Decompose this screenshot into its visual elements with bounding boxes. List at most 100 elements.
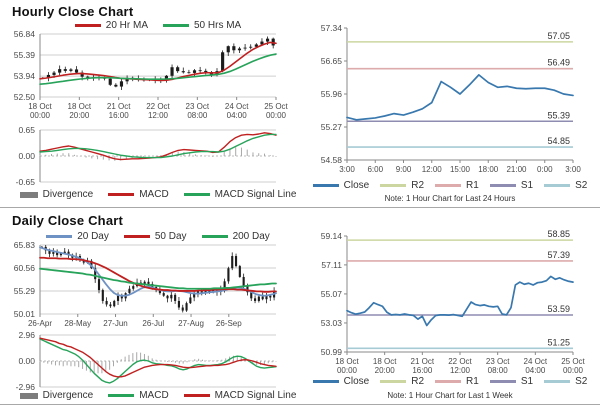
svg-text:27-Aug: 27-Aug bbox=[178, 319, 204, 328]
svg-text:50.01: 50.01 bbox=[14, 309, 36, 319]
svg-text:18 Oct: 18 Oct bbox=[335, 357, 359, 366]
svg-text:58.85: 58.85 bbox=[547, 229, 570, 239]
macd-signal-line-swatch-icon bbox=[183, 394, 210, 397]
svg-text:00:00: 00:00 bbox=[563, 366, 584, 375]
svg-text:24 Oct: 24 Oct bbox=[524, 357, 548, 366]
svg-text:57.39: 57.39 bbox=[547, 250, 570, 260]
20-day-swatch-icon bbox=[46, 235, 73, 238]
legend-label: Divergence bbox=[42, 390, 94, 401]
legend-item-50-hrs-ma: 50 Hrs MA bbox=[163, 20, 241, 31]
legend-item-macd-signal-line: MACD Signal Line bbox=[183, 189, 297, 200]
svg-text:04:00: 04:00 bbox=[525, 366, 546, 375]
svg-text:23 Oct: 23 Oct bbox=[186, 102, 210, 111]
legend-item-r1: R1 bbox=[435, 376, 479, 387]
svg-text:00:00: 00:00 bbox=[30, 111, 51, 120]
r2-swatch-icon bbox=[380, 184, 407, 187]
svg-text:3:00: 3:00 bbox=[565, 165, 581, 174]
legend-item-20-hr-ma: 20 Hr MA bbox=[74, 20, 148, 31]
svg-text:55.39: 55.39 bbox=[547, 110, 570, 120]
hourly-pivot-chart: 57.34 56.65 55.96 55.27 54.58 57.05 56.49 55.39… bbox=[321, 23, 582, 174]
svg-text:0:00: 0:00 bbox=[537, 165, 553, 174]
daily-macd-legend: Divergence MACD MACD Signal Line bbox=[19, 390, 296, 401]
svg-text:21 Oct: 21 Oct bbox=[411, 357, 435, 366]
200-day-swatch-icon bbox=[201, 235, 228, 238]
legend-label: S1 bbox=[520, 376, 534, 387]
legend-label: MACD Signal Line bbox=[214, 390, 297, 401]
legend-item-close: Close bbox=[312, 376, 370, 387]
svg-text:54.58: 54.58 bbox=[321, 155, 343, 165]
svg-text:53.59: 53.59 bbox=[547, 304, 570, 314]
legend-label: 200 Day bbox=[232, 231, 270, 242]
legend-item-r1: R1 bbox=[435, 180, 479, 191]
svg-text:56.65: 56.65 bbox=[321, 56, 343, 66]
svg-text:20:00: 20:00 bbox=[69, 111, 90, 120]
svg-text:0.00: 0.00 bbox=[18, 356, 35, 366]
legend-label: R2 bbox=[411, 376, 425, 387]
legend-item-divergence: Divergence bbox=[19, 189, 94, 200]
svg-text:55.27: 55.27 bbox=[321, 122, 343, 132]
r1-swatch-icon bbox=[435, 184, 462, 187]
legend-item-200-day: 200 Day bbox=[201, 231, 270, 242]
daily-section-title: Daily Close Chart bbox=[12, 213, 124, 228]
svg-text:24 Oct: 24 Oct bbox=[225, 102, 249, 111]
svg-text:54.85: 54.85 bbox=[547, 136, 570, 146]
svg-text:18 Oct: 18 Oct bbox=[68, 102, 92, 111]
svg-text:08:00: 08:00 bbox=[488, 366, 509, 375]
legend-item-s1: S1 bbox=[489, 376, 534, 387]
svg-text:26-Jul: 26-Jul bbox=[142, 319, 164, 328]
s1-swatch-icon bbox=[489, 380, 516, 383]
svg-text:57.11: 57.11 bbox=[321, 260, 342, 270]
svg-text:59.14: 59.14 bbox=[321, 231, 343, 241]
legend-item-divergence: Divergence bbox=[19, 390, 94, 401]
svg-text:21 Oct: 21 Oct bbox=[107, 102, 131, 111]
svg-text:-0.65: -0.65 bbox=[16, 177, 36, 187]
legend-label: 50 Hrs MA bbox=[194, 20, 242, 31]
daily-price-legend: 20 Day 50 Day 200 Day bbox=[30, 231, 286, 242]
legend-label: R1 bbox=[466, 180, 479, 191]
r1-swatch-icon bbox=[435, 380, 462, 383]
legend-item-r2: R2 bbox=[380, 376, 424, 387]
divergence-swatch-icon bbox=[19, 191, 38, 198]
legend-label: MACD Signal Line bbox=[214, 189, 297, 200]
svg-text:0.65: 0.65 bbox=[18, 126, 35, 135]
svg-text:53.94: 53.94 bbox=[14, 71, 36, 81]
legend-item-close: Close bbox=[312, 180, 369, 191]
daily-pivot-legend: Close R2 R1 S1 S2 bbox=[306, 376, 594, 387]
svg-text:25 Oct: 25 Oct bbox=[561, 357, 585, 366]
50-hrs-ma-swatch-icon bbox=[163, 24, 189, 27]
svg-text:22 Oct: 22 Oct bbox=[146, 102, 170, 111]
legend-item-macd: MACD bbox=[108, 390, 169, 401]
macd-swatch-icon bbox=[108, 193, 135, 196]
svg-text:2.96: 2.96 bbox=[18, 331, 35, 340]
svg-text:27-Jun: 27-Jun bbox=[103, 319, 127, 328]
svg-text:60.56: 60.56 bbox=[14, 263, 36, 273]
s1-swatch-icon bbox=[489, 184, 516, 187]
svg-text:0.00: 0.00 bbox=[18, 151, 35, 161]
legend-item-macd: MACD bbox=[108, 189, 169, 200]
legend-label: Close bbox=[343, 376, 370, 387]
svg-text:26-Apr: 26-Apr bbox=[28, 319, 52, 328]
svg-text:57.05: 57.05 bbox=[547, 31, 570, 41]
svg-text:22 Oct: 22 Oct bbox=[448, 357, 472, 366]
close-swatch-icon bbox=[312, 380, 339, 383]
svg-text:3:00: 3:00 bbox=[339, 165, 355, 174]
svg-text:18 Oct: 18 Oct bbox=[28, 102, 52, 111]
svg-text:23 Oct: 23 Oct bbox=[486, 357, 510, 366]
svg-text:25 Oct: 25 Oct bbox=[264, 102, 288, 111]
legend-item-50-day: 50 Day bbox=[123, 231, 187, 242]
svg-text:21:00: 21:00 bbox=[506, 165, 527, 174]
svg-text:28-May: 28-May bbox=[64, 319, 91, 328]
legend-label: S1 bbox=[520, 180, 534, 191]
daily-pivot-chart: 59.14 57.11 55.07 53.03 50.99 58.85 57.39 53.59… bbox=[321, 229, 586, 375]
svg-text:08:00: 08:00 bbox=[187, 111, 208, 120]
svg-text:20:00: 20:00 bbox=[375, 366, 396, 375]
legend-item-s2: S2 bbox=[544, 180, 587, 191]
legend-label: Divergence bbox=[42, 189, 94, 200]
svg-text:00:00: 00:00 bbox=[337, 366, 358, 375]
legend-label: R1 bbox=[466, 376, 479, 387]
macd-signal-line-swatch-icon bbox=[183, 193, 210, 196]
legend-item-20-day: 20 Day bbox=[46, 231, 109, 242]
hourly-price-legend: 20 Hr MA 50 Hrs MA bbox=[40, 20, 276, 31]
legend-item-s2: S2 bbox=[544, 376, 587, 387]
